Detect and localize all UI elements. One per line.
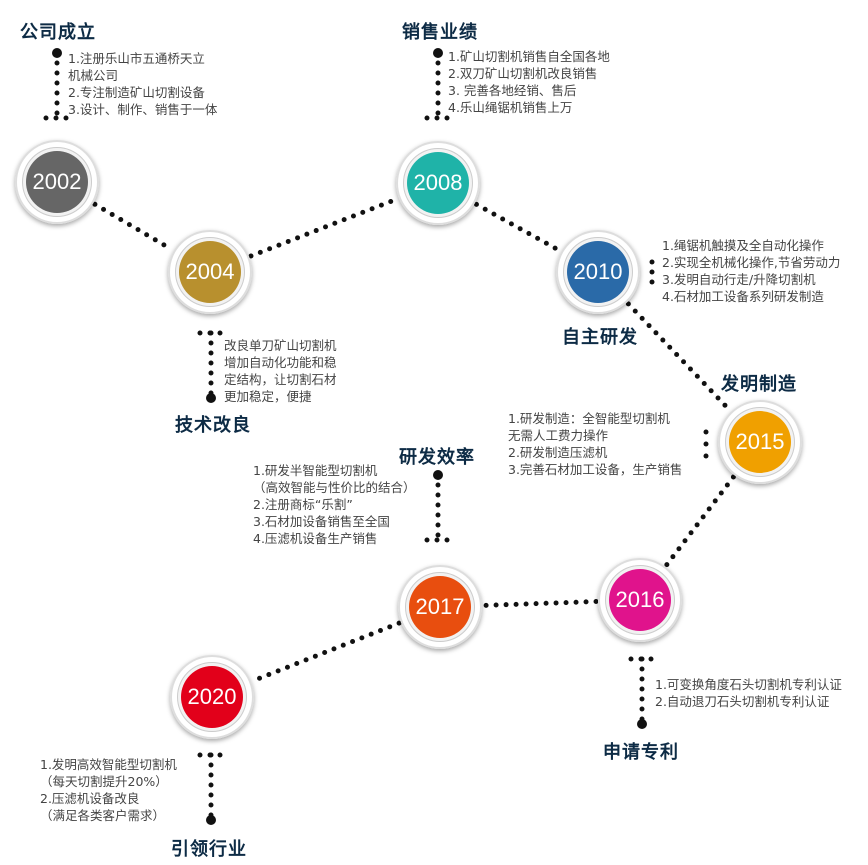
- year-node-2020: 2020: [170, 655, 254, 739]
- description-line: 机械公司: [68, 68, 119, 83]
- milestone-title: 技术改良: [175, 415, 251, 436]
- leader-end-dot: [637, 719, 647, 729]
- timeline-connector: [250, 620, 402, 684]
- description-line: 1.矿山切割机销售自全国各地: [448, 49, 610, 64]
- year-label: 2008: [407, 152, 469, 214]
- milestone-description: 改良单刀矿山切割机 增加自动化功能和稳 定结构，让切割石材 更加稳定，便捷: [224, 337, 337, 405]
- description-line: 2.双刀矿山切割机改良销售: [448, 66, 598, 81]
- year-node-2008: 2008: [396, 141, 480, 225]
- year-node-2017: 2017: [398, 565, 482, 649]
- description-line: 1.绳锯机触摸及全自动化操作: [662, 238, 824, 253]
- milestone-description: 1.矿山切割机销售自全国各地 2.双刀矿山切割机改良销售 3. 完善各地经销、售后 4…: [448, 48, 610, 116]
- description-line: 1.注册乐山市五通桥天立: [68, 51, 205, 66]
- leader-end-dot: [433, 48, 443, 58]
- year-node-2016: 2016: [598, 558, 682, 642]
- description-line: 2.研发制造压滤机: [508, 445, 608, 460]
- description-line: 2.注册商标“乐割”: [253, 497, 353, 512]
- description-line: 3.完善石材加工设备，生产销售: [508, 462, 683, 477]
- milestone-description: 1.注册乐山市五通桥天立 机械公司 2.专注制造矿山切割设备 3.设计、制作、销售于一…: [68, 50, 217, 118]
- description-line: 1.研发半智能型切割机: [253, 463, 378, 478]
- year-node-2004: 2004: [168, 230, 252, 314]
- year-node-2002: 2002: [15, 140, 99, 224]
- description-line: 2.专注制造矿山切割设备: [68, 85, 205, 100]
- leader-dot: [649, 259, 655, 265]
- description-line: 2.压滤机设备改良: [40, 791, 140, 806]
- milestone-description: 1.研发制造：全智能型切割机 无需人工费力操作 2.研发制造压滤机 3.完善石材加工设…: [508, 410, 682, 478]
- year-label: 2016: [609, 569, 671, 631]
- description-line: （满足各类客户需求）: [40, 808, 166, 823]
- milestone-description: 1.发明高效智能型切割机 （每天切割提升20%） 2.压滤机设备改良 （满足各类客户需…: [40, 756, 177, 824]
- timeline-connector: [92, 201, 175, 253]
- description-line: 4.乐山绳锯机销售上万: [448, 100, 573, 115]
- milestone-description: 1.可变换角度石头切割机专利认证 2.自动退刀石头切割机专利认证: [655, 676, 842, 710]
- milestone-title: 研发效率: [399, 447, 475, 468]
- milestone-title: 公司成立: [20, 22, 96, 43]
- year-label: 2017: [409, 576, 471, 638]
- description-line: 增加自动化功能和稳: [224, 355, 337, 370]
- milestone-title: 销售业绩: [402, 22, 478, 43]
- description-line: （每天切割提升20%）: [40, 774, 168, 789]
- milestone-description: 1.绳锯机触摸及全自动化操作 2.实现全机械化操作,节省劳动力 3.发明自动行走/升…: [662, 237, 840, 305]
- milestone-title: 申请专利: [603, 742, 679, 763]
- description-line: 1.可变换角度石头切割机专利认证: [655, 677, 842, 692]
- leader-dot: [703, 429, 709, 435]
- description-line: 3.石材加设备销售至全国: [253, 514, 390, 529]
- timeline-connector: [481, 599, 599, 608]
- timeline-connector: [664, 474, 736, 568]
- timeline-connector: [248, 196, 400, 259]
- leader-end-dot: [433, 470, 443, 480]
- description-line: 改良单刀矿山切割机: [224, 338, 337, 353]
- milestone-title: 自主研发: [562, 327, 638, 348]
- description-line: 4.石材加工设备系列研发制造: [662, 289, 824, 304]
- description-line: 3. 完善各地经销、售后: [448, 83, 577, 98]
- leader-end-dot: [52, 48, 62, 58]
- year-label: 2015: [729, 411, 791, 473]
- leader-dot: [703, 441, 709, 447]
- timeline-connector: [625, 301, 733, 413]
- leader-dot: [703, 453, 709, 459]
- description-line: 2.实现全机械化操作,节省劳动力: [662, 255, 841, 270]
- description-line: 无需人工费力操作: [508, 428, 609, 443]
- description-line: 4.压滤机设备生产销售: [253, 531, 378, 546]
- leader-dot: [649, 269, 655, 275]
- year-label: 2010: [567, 241, 629, 303]
- description-line: （高效智能与性价比的结合）: [253, 480, 416, 495]
- year-node-2010: 2010: [556, 230, 640, 314]
- description-line: 更加稳定，便捷: [224, 389, 312, 404]
- year-node-2015: 2015: [718, 400, 802, 484]
- description-line: 定结构，让切割石材: [224, 372, 337, 387]
- leader-end-dot: [206, 815, 216, 825]
- description-line: 2.自动退刀石头切割机专利认证: [655, 694, 830, 709]
- leader-end-dot: [206, 393, 216, 403]
- description-line: 3.发明自动行走/升降切割机: [662, 272, 816, 287]
- milestone-title: 引领行业: [171, 839, 247, 860]
- description-line: 1.研发制造：全智能型切割机: [508, 411, 670, 426]
- year-label: 2004: [179, 241, 241, 303]
- description-line: 1.发明高效智能型切割机: [40, 757, 177, 772]
- milestone-description: 1.研发半智能型切割机 （高效智能与性价比的结合） 2.注册商标“乐割” 3.石材加设…: [253, 462, 416, 547]
- milestone-title: 发明制造: [721, 374, 797, 395]
- timeline-connector: [473, 201, 563, 254]
- year-label: 2020: [181, 666, 243, 728]
- leader-dot: [649, 279, 655, 285]
- description-line: 3.设计、制作、销售于一体: [68, 102, 218, 117]
- year-label: 2002: [26, 151, 88, 213]
